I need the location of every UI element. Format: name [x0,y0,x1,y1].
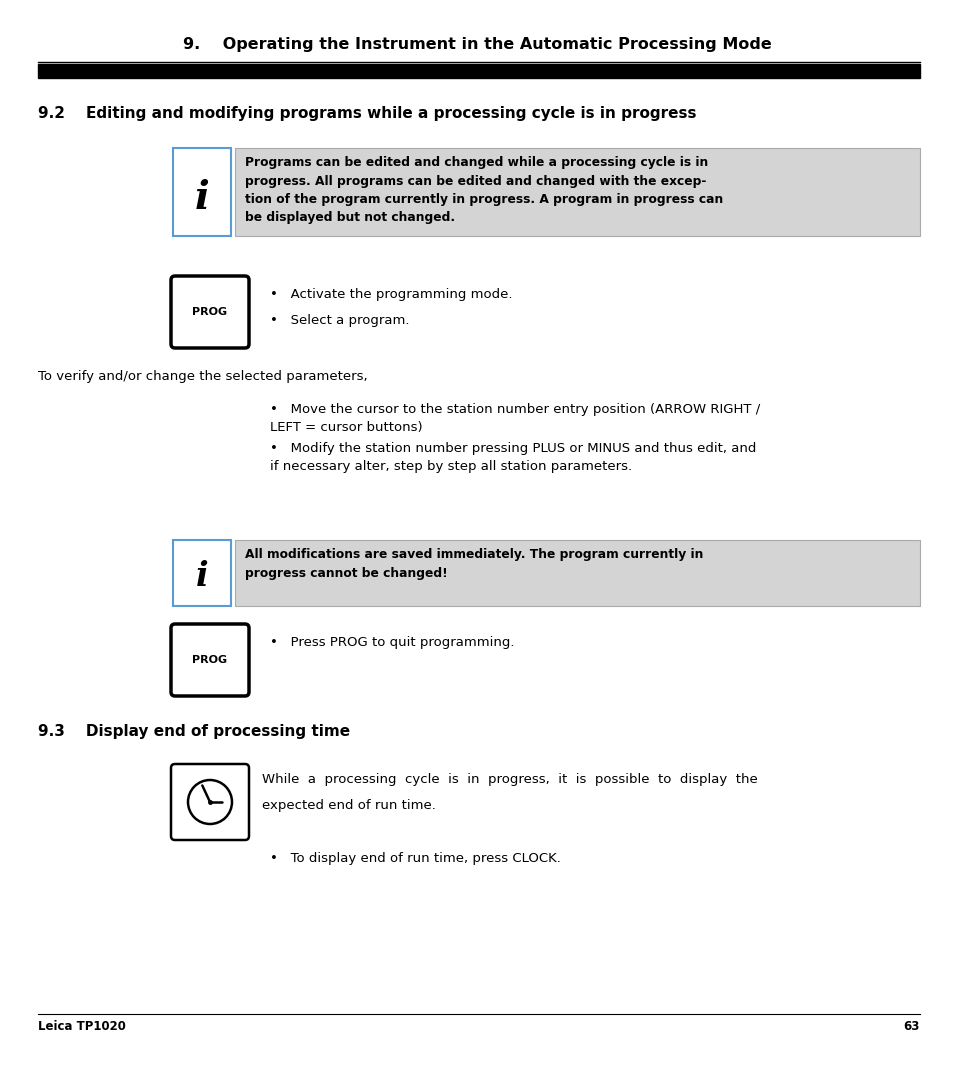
Text: i: i [194,179,209,217]
Text: i: i [195,561,208,594]
Text: •   Move the cursor to the station number entry position (ARROW RIGHT /
LEFT = c: • Move the cursor to the station number … [270,403,760,434]
Text: •   Modify the station number pressing PLUS or MINUS and thus edit, and
if neces: • Modify the station number pressing PLU… [270,442,756,473]
Text: •   To display end of run time, press CLOCK.: • To display end of run time, press CLOC… [270,852,560,865]
Text: While  a  processing  cycle  is  in  progress,  it  is  possible  to  display  t: While a processing cycle is in progress,… [262,773,757,786]
Text: PROG: PROG [193,654,228,665]
Bar [38,64,919,78]
Text: PROG: PROG [193,307,228,318]
Bar [234,148,919,237]
Text: •   Activate the programming mode.: • Activate the programming mode. [270,288,512,301]
Bar [172,540,231,606]
Text: 63: 63 [902,1020,919,1032]
Text: 9.2    Editing and modifying programs while a processing cycle is in progress: 9.2 Editing and modifying programs while… [38,106,696,121]
Text: To verify and/or change the selected parameters,: To verify and/or change the selected par… [38,370,367,383]
Text: All modifications are saved immediately. The program currently in
progress canno: All modifications are saved immediately.… [245,548,702,580]
Text: 9.    Operating the Instrument in the Automatic Processing Mode: 9. Operating the Instrument in the Autom… [182,37,771,52]
FancyBboxPatch shape [171,624,249,696]
Bar [234,540,919,606]
FancyBboxPatch shape [171,764,249,840]
Bar [172,148,231,237]
Text: 9.3    Display end of processing time: 9.3 Display end of processing time [38,724,350,739]
FancyBboxPatch shape [171,276,249,348]
Text: Programs can be edited and changed while a processing cycle is in
progress. All : Programs can be edited and changed while… [245,156,722,225]
Text: Leica TP1020: Leica TP1020 [38,1020,126,1032]
Text: expected end of run time.: expected end of run time. [262,799,436,812]
Text: •   Press PROG to quit programming.: • Press PROG to quit programming. [270,636,514,649]
Text: •   Select a program.: • Select a program. [270,314,409,327]
